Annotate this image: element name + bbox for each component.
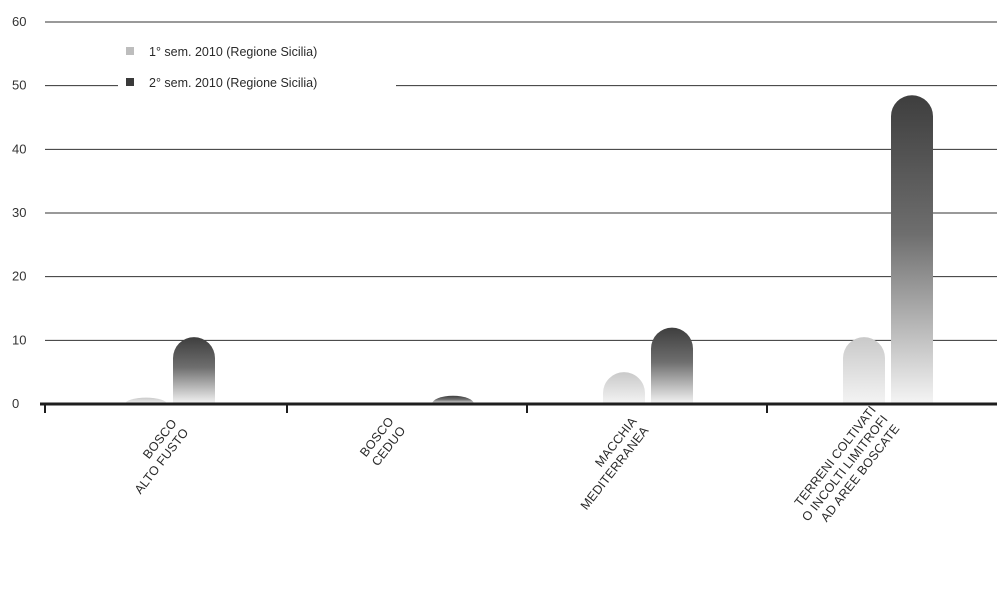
bars: [125, 95, 933, 404]
y-tick-label: 50: [12, 78, 26, 93]
legend-label: 1° sem. 2010 (Regione Sicilia): [149, 45, 317, 59]
legend-swatch: [126, 47, 134, 55]
gridlines: [45, 21, 997, 341]
y-tick-label: 30: [12, 205, 26, 220]
bar: [651, 327, 693, 404]
y-axis-tick-labels: 0 10 20 30 40 50 60: [12, 14, 26, 411]
bar: [432, 395, 474, 404]
category-label-line: O INCOLTI LIMITROFI: [799, 412, 890, 524]
y-tick-label: 40: [12, 141, 26, 156]
legend-swatch: [126, 78, 134, 86]
x-axis: [40, 402, 997, 413]
y-tick-label: 60: [12, 14, 26, 29]
bar: [843, 337, 885, 404]
bar: [173, 337, 215, 404]
legend: 1° sem. 2010 (Regione Sicilia) 2° sem. 20…: [126, 45, 317, 90]
legend-label: 2° sem. 2010 (Regione Sicilia): [149, 76, 317, 90]
bar: [603, 372, 645, 404]
bar: [891, 95, 933, 404]
y-tick-label: 0: [12, 396, 19, 411]
bar: [125, 397, 167, 404]
y-tick-label: 20: [12, 269, 26, 284]
y-tick-label: 10: [12, 332, 26, 347]
